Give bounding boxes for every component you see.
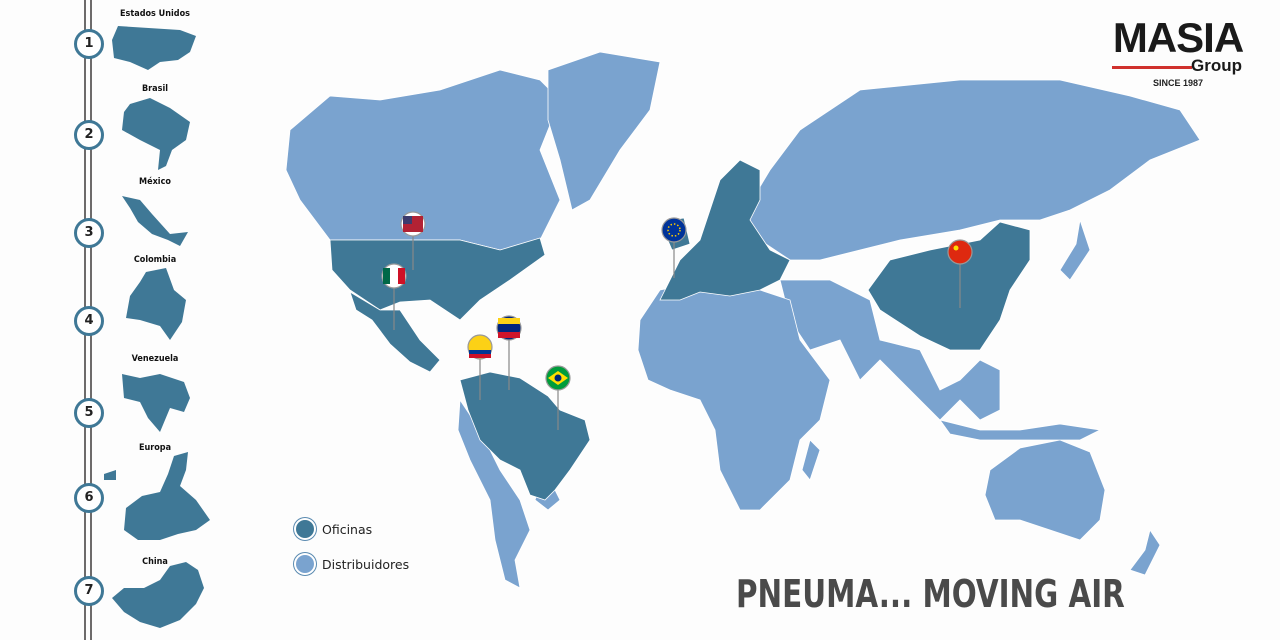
europe-region (659, 159, 791, 301)
logo-red-bar (1112, 66, 1192, 69)
mini-map-europe (104, 452, 210, 540)
greenland-region (547, 51, 661, 211)
indonesia-region (939, 419, 1102, 441)
logo-sub: Group (1191, 56, 1242, 75)
mini-map-china (112, 562, 204, 628)
location-label: China (142, 557, 168, 567)
mini-map-mexico (122, 196, 188, 246)
mini-map-brazil (122, 98, 190, 170)
location-label: Venezuela (131, 354, 179, 364)
legend-label: Oficinas (322, 521, 373, 537)
step-number: 5 (74, 398, 104, 428)
eu-flag-icon (661, 217, 687, 243)
middle-east-south-asia (779, 279, 1001, 421)
step-number: 4 (74, 306, 104, 336)
nz-region (1129, 529, 1161, 576)
distributor-regions (285, 51, 1201, 589)
mini-map-colombia (126, 268, 186, 340)
legend-label: Distribuidores (322, 556, 410, 572)
location-label: Colombia (133, 255, 177, 265)
russia-asia-region (739, 79, 1201, 261)
step-number: 6 (74, 483, 104, 513)
china-region (867, 221, 1031, 351)
location-label: México (139, 177, 171, 187)
distributor-swatch (296, 555, 314, 573)
step-number: 3 (74, 218, 104, 248)
slogan: PNEUMA... MOVING AIR (736, 572, 1125, 616)
canada-region (285, 69, 561, 251)
pins (381, 211, 973, 430)
colombia-venezuela-brazil-region (459, 371, 591, 501)
legend-offices: Oficinas (296, 520, 372, 538)
mini-map-venezuela (122, 374, 190, 432)
africa-region (637, 281, 831, 511)
office-swatch (296, 520, 314, 538)
location-label: Europa (138, 443, 172, 453)
location-label: Estados Unidos (120, 9, 190, 19)
office-regions (329, 159, 1031, 501)
logo-name: MASIA (1112, 14, 1244, 61)
legend-distributors: Distribuidores (296, 555, 409, 573)
location-label: Brasil (142, 84, 168, 94)
usa-region (329, 237, 546, 321)
australia-region (984, 439, 1106, 541)
china-flag-icon (947, 239, 973, 265)
mini-map-usa (112, 26, 196, 70)
step-number: 1 (74, 29, 104, 59)
japan-region (1059, 219, 1091, 281)
logo-since: SINCE 1987 (1152, 78, 1204, 88)
step-number: 2 (74, 120, 104, 150)
mexico-region (349, 291, 441, 373)
masia-logo: MASIA Group SINCE 1987 (1108, 14, 1248, 88)
mini-maps (104, 26, 210, 628)
step-number: 7 (74, 576, 104, 606)
